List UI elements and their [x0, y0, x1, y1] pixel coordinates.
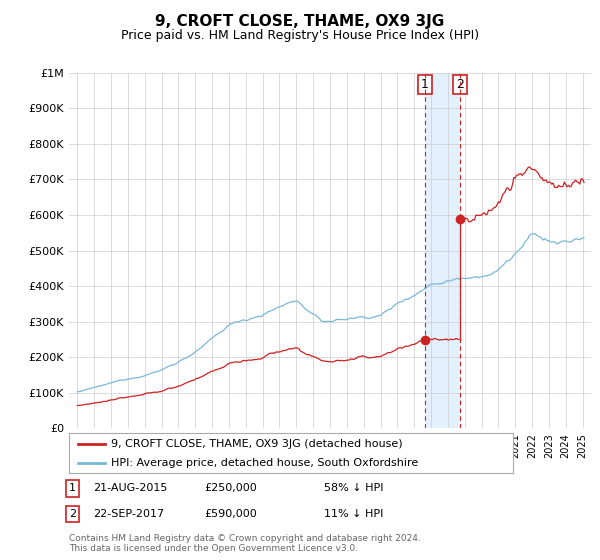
Text: 1: 1: [69, 483, 76, 493]
Text: 2: 2: [456, 78, 464, 91]
Text: 11% ↓ HPI: 11% ↓ HPI: [324, 509, 383, 519]
Text: £250,000: £250,000: [204, 483, 257, 493]
Bar: [425, 73, 460, 428]
Text: £590,000: £590,000: [204, 509, 257, 519]
Text: 21-AUG-2015: 21-AUG-2015: [93, 483, 167, 493]
Text: 9, CROFT CLOSE, THAME, OX9 3JG (detached house): 9, CROFT CLOSE, THAME, OX9 3JG (detached…: [111, 439, 403, 449]
Text: 9, CROFT CLOSE, THAME, OX9 3JG: 9, CROFT CLOSE, THAME, OX9 3JG: [155, 14, 445, 29]
Text: Price paid vs. HM Land Registry's House Price Index (HPI): Price paid vs. HM Land Registry's House …: [121, 29, 479, 42]
Text: 22-SEP-2017: 22-SEP-2017: [93, 509, 164, 519]
Text: 2: 2: [69, 509, 76, 519]
Text: HPI: Average price, detached house, South Oxfordshire: HPI: Average price, detached house, Sout…: [111, 458, 418, 468]
Text: 58% ↓ HPI: 58% ↓ HPI: [324, 483, 383, 493]
Text: Contains HM Land Registry data © Crown copyright and database right 2024.
This d: Contains HM Land Registry data © Crown c…: [69, 534, 421, 553]
Text: 1: 1: [421, 78, 429, 91]
